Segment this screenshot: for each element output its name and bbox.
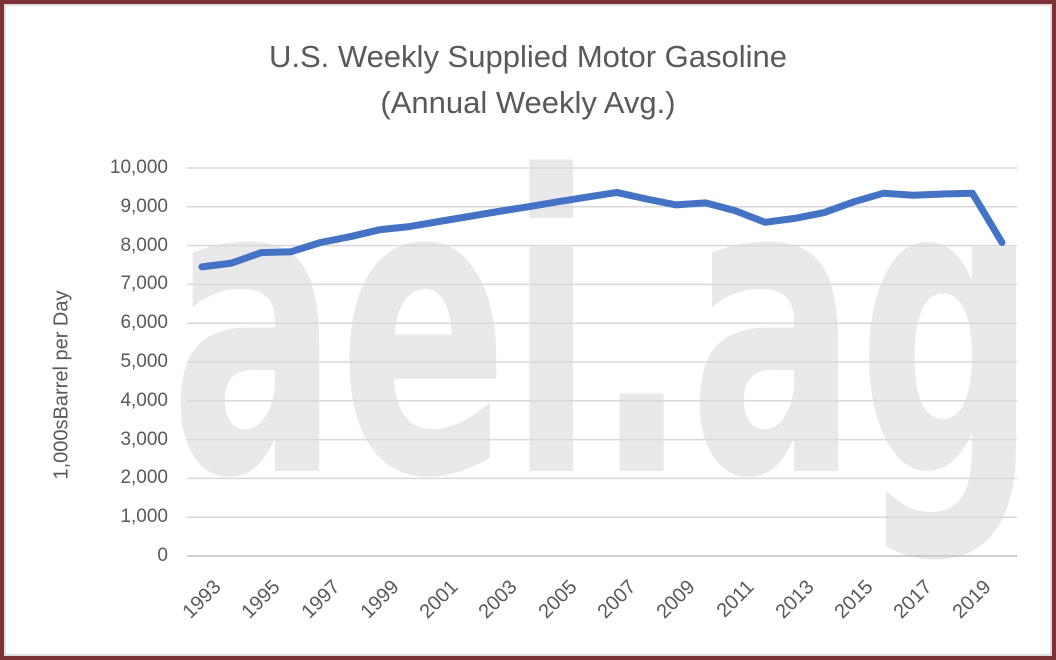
y-tick-label: 6,000 xyxy=(120,312,168,334)
y-tick-label: 8,000 xyxy=(120,234,168,256)
y-tick-label: 9,000 xyxy=(120,195,168,217)
y-tick-label: 7,000 xyxy=(120,273,168,295)
y-tick-label: 0 xyxy=(157,545,168,566)
gasoline-supplied-line xyxy=(198,188,1006,271)
chart-title-line2: (Annual Weekly Avg.) xyxy=(380,85,676,120)
y-tick-label: 10,000 xyxy=(109,157,168,178)
y-tick-label: 4,000 xyxy=(120,389,168,411)
chart-title: U.S. Weekly Supplied Motor Gasoline (Ann… xyxy=(0,34,1056,126)
chart-title-line1: U.S. Weekly Supplied Motor Gasoline xyxy=(268,39,788,74)
y-tick-label: 1,000 xyxy=(120,506,168,528)
y-tick-label: 2,000 xyxy=(120,467,168,489)
y-tick-label: 5,000 xyxy=(120,351,168,372)
y-tick-label: 3,000 xyxy=(120,428,168,450)
